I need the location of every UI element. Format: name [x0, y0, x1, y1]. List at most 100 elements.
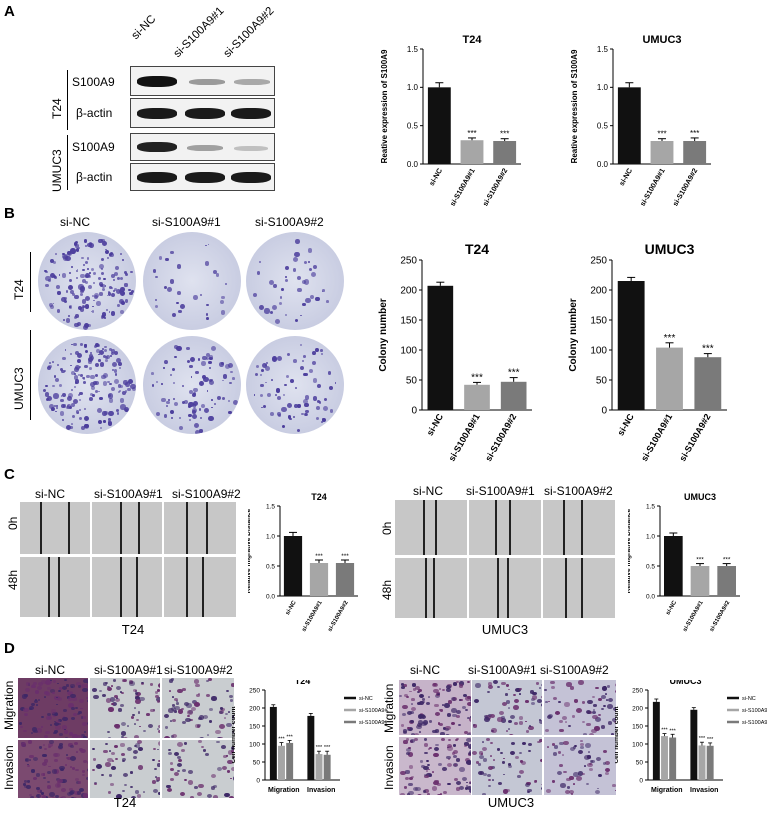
significance-stars: ***	[278, 737, 285, 743]
blot-cellline-t24: T24	[50, 98, 64, 119]
chart-title: T24	[295, 680, 311, 686]
x-tick-label: Invasion	[307, 787, 335, 794]
legend-entry: si-S100A9#2	[359, 720, 387, 726]
x-tick-label: si-S100A9#2	[480, 167, 509, 208]
y-tick-label: 250	[590, 256, 607, 267]
dish-row-t24: T24	[12, 279, 26, 300]
x-tick-label: Invasion	[690, 787, 718, 794]
wound-row-48h: 48h	[6, 569, 20, 590]
transwell-image	[18, 740, 88, 798]
significance-stars: ***	[702, 344, 714, 355]
blot-label-actin-t24: β-actin	[76, 106, 113, 120]
x-tick-label: si-S100A9#1	[301, 599, 324, 632]
x-tick-label: Migration	[651, 787, 683, 794]
y-axis-label: Colony number	[568, 298, 579, 371]
wound-caption-umuc3: UMUC3	[481, 622, 529, 637]
x-tick-label: si-NC	[427, 167, 444, 188]
wound-image	[92, 502, 162, 554]
significance-stars: ***	[669, 728, 676, 734]
stain-header-si-nc: si-NC	[410, 663, 440, 677]
wound-header-si-s100a9-1: si-S100A9#1	[94, 487, 163, 501]
x-tick-label: si-S100A9#1	[447, 412, 482, 463]
transwell-image	[162, 740, 234, 798]
stain-row-migration: Migration	[2, 680, 16, 730]
transwell-image	[399, 680, 471, 735]
colony-dish	[38, 232, 136, 330]
bar	[656, 347, 683, 410]
y-tick-label: 0	[256, 777, 260, 784]
stain-row-invasion: Invasion	[2, 745, 16, 790]
y-tick-label: 0.5	[266, 563, 275, 570]
y-tick-label: 0.0	[646, 593, 655, 600]
wound-image	[164, 502, 236, 554]
x-tick-label: si-NC	[665, 599, 678, 616]
y-tick-label: 0.5	[407, 121, 419, 130]
transwell-image	[544, 680, 616, 735]
chart-title: T24	[465, 241, 489, 257]
y-tick-label: 200	[249, 705, 260, 712]
significance-stars: ***	[508, 368, 520, 379]
x-tick-label: si-NC	[425, 412, 446, 438]
y-axis-label: Reative expression of S100A9	[380, 49, 389, 163]
colony-dish	[38, 336, 136, 434]
blot-strip-actin-umuc3	[130, 163, 275, 191]
bar	[307, 715, 315, 780]
bar	[286, 742, 294, 780]
wound-image	[469, 500, 541, 555]
significance-stars: ***	[696, 557, 704, 564]
y-tick-label: 200	[632, 705, 643, 712]
x-tick-label: si-NC	[617, 167, 634, 188]
stain-caption-t24: T24	[113, 795, 137, 810]
wound-image	[20, 502, 90, 554]
bar	[617, 281, 645, 410]
transwell-image	[472, 737, 542, 795]
wound-row-0h: 0h	[6, 516, 20, 530]
significance-stars: ***	[699, 736, 706, 742]
panel-letter-d: D	[4, 640, 15, 657]
dish-row-umuc3: UMUC3	[12, 367, 26, 410]
x-tick-label: Migration	[268, 787, 300, 794]
wound-header-si-s100a9-1: si-S100A9#1	[466, 484, 535, 498]
bar	[464, 384, 490, 410]
y-tick-label: 0.5	[646, 563, 655, 570]
legend-entry: si-S100A9#1	[359, 708, 387, 714]
wound-row-48h: 48h	[380, 579, 394, 600]
y-axis-label: Relative migrative Distance	[248, 508, 252, 593]
row-bracket	[30, 252, 31, 312]
transwell-image	[544, 737, 616, 795]
chart-b-t24: T24 Colony number 0 50 100 150 200 250 si-NC *** s…	[378, 241, 532, 463]
y-tick-label: 50	[596, 376, 608, 387]
x-tick-label: si-S100A9#1	[682, 599, 705, 632]
stain-caption-umuc3: UMUC3	[487, 795, 535, 810]
significance-stars: ***	[315, 553, 323, 560]
y-tick-label: 250	[400, 256, 417, 267]
significance-stars: ***	[664, 333, 676, 344]
bar	[269, 706, 277, 780]
bar	[460, 140, 484, 164]
panel-letter-b: B	[4, 205, 15, 222]
transwell-image	[90, 740, 160, 798]
wound-image	[92, 557, 162, 617]
blot-label-s100a9-umuc3: S100A9	[72, 140, 115, 154]
significance-stars: ***	[707, 737, 714, 743]
x-tick-label: si-S100A9#2	[483, 412, 518, 463]
y-tick-label: 0.0	[266, 593, 275, 600]
legend-entry: si-S100A9#1	[742, 708, 767, 714]
y-tick-label: 0	[601, 406, 607, 417]
bar	[650, 141, 674, 164]
x-tick-label: si-NC	[615, 412, 636, 438]
bar	[335, 563, 355, 596]
y-tick-label: 250	[632, 687, 643, 694]
significance-stars: ***	[500, 130, 509, 139]
chart-title: T24	[463, 34, 483, 46]
chart-title: UMUC3	[645, 241, 695, 257]
bar	[694, 357, 722, 410]
lane-label-si-s100a9-2: si-S100A9#2	[221, 4, 277, 61]
x-tick-label: si-S100A9#2	[709, 599, 732, 632]
transwell-image	[472, 680, 542, 735]
legend-entry: si-S100A9#2	[742, 720, 767, 726]
significance-stars: ***	[286, 734, 293, 740]
bar	[617, 87, 641, 164]
y-tick-label: 200	[400, 286, 417, 297]
stain-header-si-s100a9-1: si-S100A9#1	[468, 663, 537, 677]
